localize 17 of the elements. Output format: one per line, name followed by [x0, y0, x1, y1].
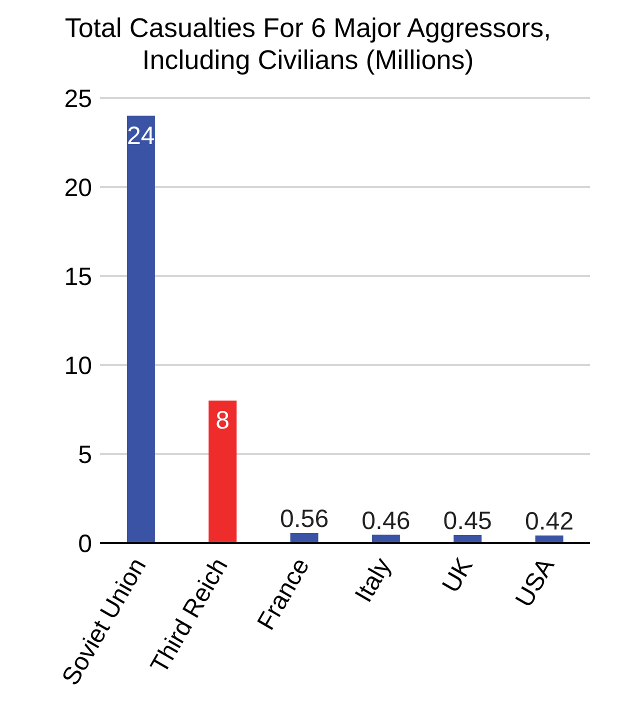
data-label: 0.46: [362, 506, 410, 535]
bar: [208, 400, 237, 543]
y-tick-label: 0: [78, 530, 92, 558]
y-tick-label: 25: [64, 84, 92, 113]
bar: [126, 116, 155, 543]
x-tick-label: UK: [436, 553, 479, 598]
y-tick-label: 5: [78, 440, 92, 469]
chart-title: Total Casualties For 6 Major Aggressors, Including Civilians (Millions): [64, 12, 552, 76]
bar: [290, 533, 318, 543]
data-label: 0.45: [443, 506, 492, 535]
data-label: 8: [216, 406, 230, 435]
y-tick-label: 20: [64, 174, 92, 202]
y-tick-label: 15: [64, 262, 92, 291]
y-tick-label: 10: [64, 352, 92, 380]
data-label: 24: [127, 122, 155, 150]
data-label: 0.56: [280, 505, 329, 534]
data-label: 0.42: [524, 508, 574, 536]
